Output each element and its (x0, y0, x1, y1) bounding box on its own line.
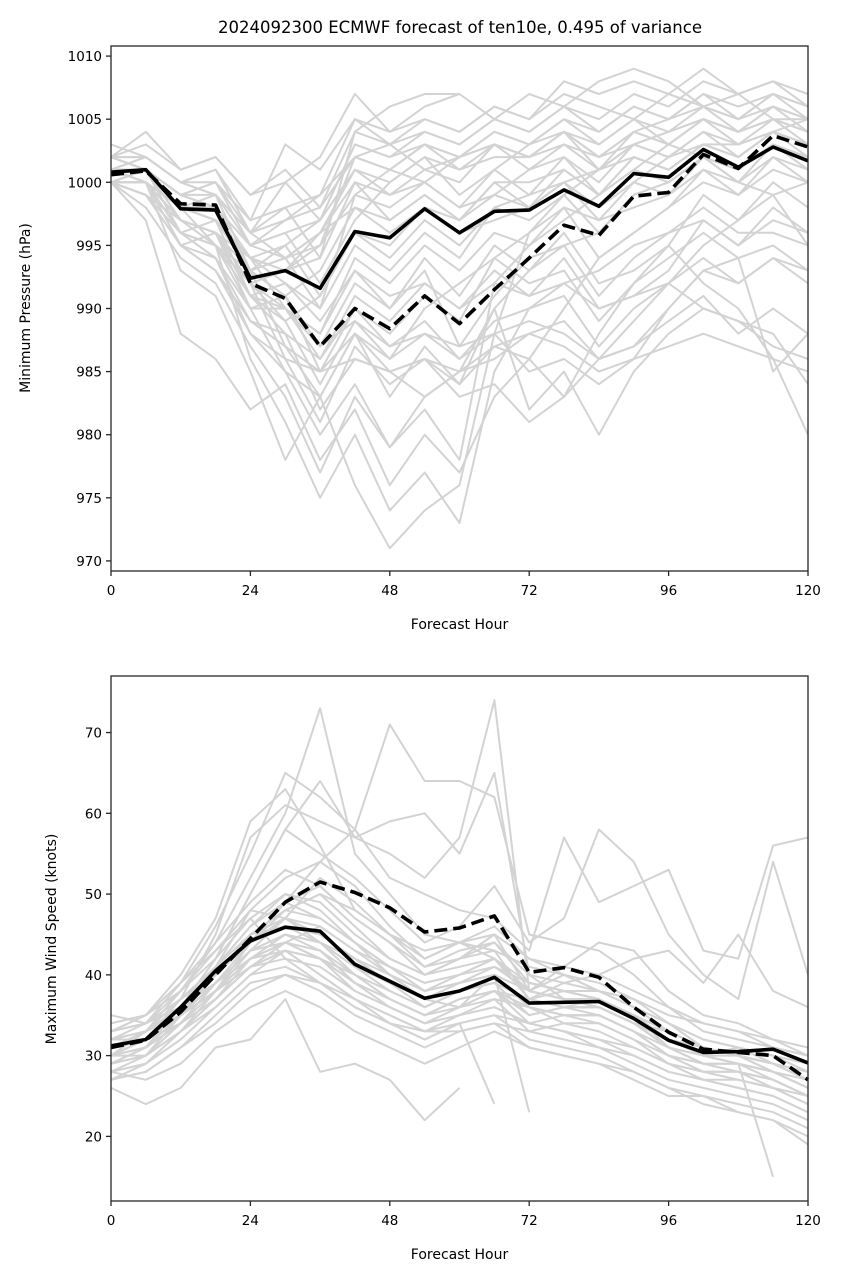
wind-dashed-line (110, 880, 810, 1082)
pressure-ensemble-member-22 (110, 156, 809, 335)
pressure-series (110, 133, 809, 349)
pressure-x-tick-label: 48 (381, 583, 398, 599)
wind-ensemble-member-30 (110, 949, 809, 1114)
pressure-x-tick-label: 120 (795, 583, 821, 599)
pressure-y-tick-label: 1005 (68, 112, 102, 128)
wind-y-tick-label: 40 (85, 968, 102, 984)
pressure-y-tick-label: 990 (76, 302, 102, 318)
wind-x-tick-label: 24 (242, 1213, 259, 1229)
wind-x-tick-label: 120 (795, 1213, 821, 1229)
pressure-solid-line (110, 145, 809, 291)
pressure-ensemble-member-37 (110, 118, 809, 259)
wind-ensemble-member-5 (110, 828, 809, 1073)
wind-ensemble-member-32 (110, 973, 496, 1105)
pressure-y-tick-label: 975 (76, 491, 102, 507)
wind-ensemble-member-23 (110, 990, 809, 1138)
wind-y-tick-label: 70 (85, 726, 102, 742)
pressure-ensemble-member-40 (110, 130, 809, 272)
pressure-x-tick-label: 24 (242, 583, 259, 599)
pressure-ensemble-member-30 (111, 181, 809, 424)
wind-y-tick-label: 20 (85, 1129, 102, 1145)
wind-y-axis-label: Maximum Wind Speed (knots) (44, 834, 60, 1045)
wind-ensemble-members (110, 699, 809, 1178)
wind-ensemble-member-31 (110, 868, 809, 1073)
pressure-y-tick-label: 985 (76, 365, 102, 381)
pressure-ensemble-member-38 (110, 168, 809, 424)
wind-ensemble-member-37 (110, 941, 809, 1097)
pressure-x-tick-label: 0 (107, 583, 116, 599)
pressure-x-axis-label: Forecast Hour (411, 617, 509, 633)
pressure-y-tick-label: 1010 (68, 49, 102, 65)
pressure-x-ticks: 0 24 48 72 96 120 (107, 571, 821, 599)
wind-x-tick-label: 72 (521, 1213, 538, 1229)
wind-x-ticks: 0 24 48 72 96 120 (107, 1201, 821, 1229)
pressure-x-tick-label: 72 (521, 583, 538, 599)
pressure-y-tick-label: 980 (76, 428, 102, 444)
wind-x-axis-label: Forecast Hour (411, 1247, 509, 1263)
pressure-y-ticks: 970 975 980 985 990 995 1000 1005 1010 (68, 49, 111, 570)
pressure-panel: 0 24 48 72 96 120 970 975 980 985 990 995 1000 1005 1… (18, 45, 821, 633)
wind-ensemble-member-19 (110, 998, 461, 1122)
pressure-ensemble-member-31 (110, 168, 809, 373)
pressure-ensemble-member-36 (111, 93, 809, 222)
pressure-ensemble-member-21 (110, 105, 809, 285)
wind-x-tick-label: 96 (660, 1213, 677, 1229)
pressure-ensemble-member-41 (110, 118, 809, 234)
pressure-ensemble-member-6 (110, 130, 809, 398)
wind-series (110, 880, 810, 1082)
pressure-y-axis-label: Minimum Pressure (hPa) (18, 223, 34, 393)
pressure-dashed-line (110, 133, 809, 349)
wind-axes-frame (110, 675, 809, 1202)
pressure-y-tick-label: 970 (76, 554, 102, 570)
pressure-ensemble-member-39 (110, 168, 809, 360)
wind-solid-line (110, 925, 809, 1065)
wind-y-tick-label: 60 (85, 806, 102, 822)
wind-y-tick-label: 50 (85, 887, 102, 903)
wind-y-ticks: 20 30 40 50 60 70 (85, 726, 111, 1145)
pressure-y-tick-label: 1000 (68, 175, 102, 191)
chart-title: 2024092300 ECMWF forecast of ten10e, 0.4… (218, 18, 702, 37)
pressure-y-tick-label: 995 (76, 238, 102, 254)
wind-y-tick-label: 30 (85, 1049, 102, 1065)
wind-x-tick-label: 0 (107, 1213, 116, 1229)
pressure-ensemble-member-8 (110, 168, 809, 487)
wind-x-tick-label: 48 (381, 1213, 398, 1229)
pressure-x-tick-label: 96 (660, 583, 677, 599)
